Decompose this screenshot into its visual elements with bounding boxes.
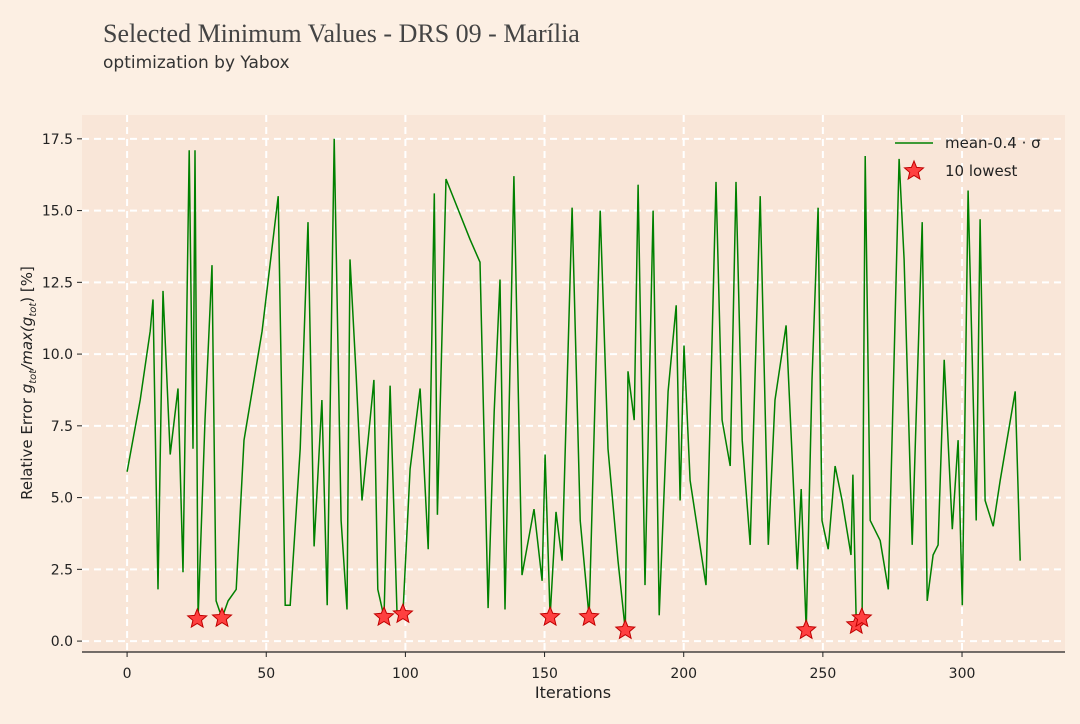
y-tick-label: 12.5 bbox=[42, 275, 73, 291]
legend-label: mean-0.4 · σ bbox=[945, 134, 1041, 152]
chart-subtitle: optimization by Yabox bbox=[103, 53, 290, 73]
x-tick-label: 50 bbox=[257, 666, 275, 682]
legend-star bbox=[903, 159, 925, 181]
y-tick-label: 17.5 bbox=[42, 132, 73, 148]
x-tick-label: 300 bbox=[949, 666, 976, 682]
y-label-part: g bbox=[18, 384, 36, 394]
star-marker bbox=[539, 605, 561, 627]
x-axis-label: Iterations bbox=[535, 683, 611, 702]
star-marker bbox=[211, 606, 233, 628]
x-tick-label: 200 bbox=[670, 666, 697, 682]
y-tick-label: 10.0 bbox=[42, 347, 73, 363]
y-label-part: tot bbox=[28, 302, 39, 317]
x-tick-label: 0 bbox=[123, 666, 132, 682]
y-tick-label: 15.0 bbox=[42, 204, 73, 220]
y-label-part: ) [%] bbox=[18, 266, 36, 303]
y-tick-label: 0.0 bbox=[51, 634, 73, 650]
chart-title: Selected Minimum Values - DRS 09 - Maríl… bbox=[103, 19, 580, 48]
y-label-part: /max( bbox=[18, 325, 36, 372]
star-marker bbox=[851, 606, 873, 628]
star-marker bbox=[795, 618, 817, 640]
y-label-part: Relative Error bbox=[18, 393, 36, 500]
y-tick-label: 2.5 bbox=[51, 562, 73, 578]
y-tick-label: 7.5 bbox=[51, 419, 73, 435]
y-axis-label: Relative Error gtot/max(gtot) [%] bbox=[18, 266, 39, 500]
star-marker bbox=[614, 618, 637, 640]
star-marker bbox=[578, 605, 600, 627]
y-tick-label: 5.0 bbox=[51, 491, 73, 507]
star-marker bbox=[186, 607, 208, 629]
y-label-part: g bbox=[18, 317, 36, 327]
x-tick-label: 100 bbox=[392, 666, 419, 682]
star-marker bbox=[373, 605, 395, 627]
x-tick-label: 250 bbox=[810, 666, 837, 682]
x-tick-label: 150 bbox=[531, 666, 558, 682]
y-label-part: tot bbox=[28, 369, 39, 384]
line bbox=[126, 138, 1021, 631]
star-marker bbox=[392, 602, 414, 624]
legend-label: 10 lowest bbox=[945, 162, 1018, 180]
